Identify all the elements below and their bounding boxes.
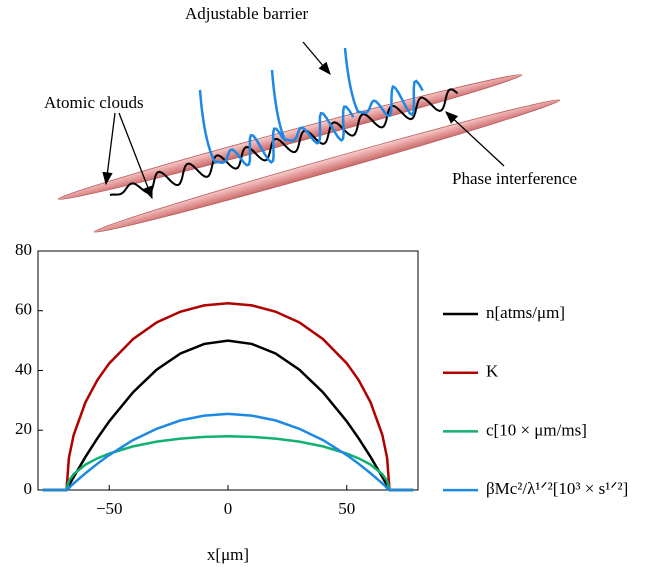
x-tick-label: 50	[338, 499, 355, 518]
label-clouds: Atomic clouds	[44, 93, 144, 112]
series-line	[42, 302, 414, 492]
y-tick-label: 0	[24, 479, 33, 498]
cloud-lower	[93, 99, 561, 233]
x-tick-label: 0	[224, 499, 233, 518]
barrier-wave	[198, 89, 285, 167]
plot: x[μm] 0 20 40 60 80 −50 0 50 n[atms/μm] Kc[10 × μ…	[15, 240, 628, 564]
series-line	[42, 339, 414, 492]
arrow	[445, 111, 505, 167]
y-tick-label: 80	[15, 240, 32, 259]
label-interference: Phase interference	[452, 169, 577, 188]
legend-label: βMc²/λ¹ᐟ²[10³ × s¹ᐟ²]	[486, 479, 628, 498]
legend-label: c[10 × μm/ms]	[486, 420, 587, 439]
arrow	[118, 112, 153, 200]
series-line	[42, 412, 414, 492]
legend-label: K	[486, 362, 499, 381]
legend-label: n[atms/μm]	[486, 303, 565, 322]
x-axis-label: x[μm]	[207, 545, 249, 564]
y-tick-label: 20	[15, 419, 32, 438]
y-tick-label: 40	[15, 359, 32, 378]
phase-wave	[109, 88, 459, 196]
plot-frame	[37, 250, 419, 491]
x-tick-label: −50	[96, 499, 123, 518]
barrier-wave	[343, 47, 424, 117]
diagram: Adjustable barrier Atomic clouds Phase i…	[44, 4, 577, 233]
arrow	[102, 112, 116, 186]
series-line	[42, 434, 414, 492]
arrow	[302, 41, 331, 75]
barrier-wave	[270, 69, 355, 145]
y-tick-label: 60	[15, 300, 32, 319]
label-barrier: Adjustable barrier	[185, 4, 309, 23]
